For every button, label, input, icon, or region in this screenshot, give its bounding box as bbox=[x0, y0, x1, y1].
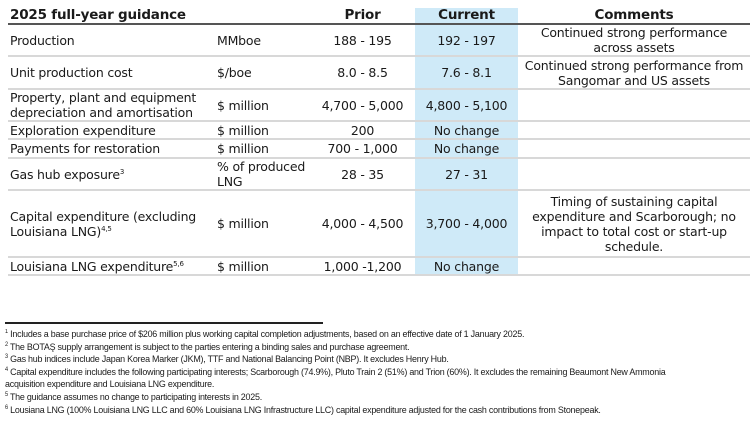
current-header: Current bbox=[415, 8, 518, 25]
row-label: Production bbox=[8, 24, 215, 57]
row-unit: $/boe bbox=[215, 56, 310, 90]
footnote-text: Capital expenditure includes the followi… bbox=[5, 366, 666, 391]
table-row: Gas hub exposure3 % of produced LNG 28 -… bbox=[8, 158, 750, 191]
header-row: 2025 full-year guidance Prior Current Co… bbox=[8, 8, 750, 25]
row-unit: $ million bbox=[215, 89, 310, 122]
comments-header: Comments bbox=[518, 8, 750, 25]
footnote: 3 Gas hub indices include Japan Korea Ma… bbox=[5, 354, 698, 367]
row-prior: 700 - 1,000 bbox=[310, 139, 415, 159]
label-text: Exploration expenditure bbox=[10, 122, 156, 138]
row-label: Payments for restoration bbox=[8, 139, 215, 159]
label-text: Unit production cost bbox=[10, 65, 133, 80]
row-current: 7.6 - 8.1 bbox=[415, 56, 518, 90]
footnote: 4 Capital expenditure includes the follo… bbox=[5, 367, 698, 392]
footnote-text: The BOTAŞ supply arrangement is subject … bbox=[9, 341, 410, 353]
footnote-ref: 5,6 bbox=[173, 259, 184, 268]
row-label: Gas hub exposure3 bbox=[8, 158, 215, 191]
row-unit: % of produced LNG bbox=[215, 158, 310, 191]
footnote-divider bbox=[5, 322, 323, 324]
row-prior: 1,000 -1,200 bbox=[310, 257, 415, 276]
footnote-number: 2 bbox=[5, 341, 8, 348]
label-text: Property, plant and equipment depreciati… bbox=[10, 90, 197, 120]
row-comment: Timing of sustaining capital expenditure… bbox=[518, 190, 750, 258]
row-prior: 4,700 - 5,000 bbox=[310, 89, 415, 122]
row-label: Exploration expenditure bbox=[8, 121, 215, 140]
row-comment bbox=[518, 139, 750, 159]
row-prior: 200 bbox=[310, 121, 415, 140]
row-label: Property, plant and equipment depreciati… bbox=[8, 89, 215, 122]
footnote-text: Gas hub indices include Japan Korea Mark… bbox=[10, 354, 449, 366]
footnote-number: 3 bbox=[5, 354, 8, 361]
footnote-number: 4 bbox=[5, 366, 8, 373]
row-prior: 28 - 35 bbox=[310, 158, 415, 191]
footnotes: 1 Includes a base purchase price of $206… bbox=[5, 329, 698, 417]
footnote: 5 The guidance assumes no change to part… bbox=[5, 392, 698, 405]
row-prior: 8.0 - 8.5 bbox=[310, 56, 415, 90]
table-row: Capital expenditure (excluding Louisiana… bbox=[8, 190, 750, 258]
footnote-text: Includes a base purchase price of $206 m… bbox=[10, 329, 525, 340]
row-current: 4,800 - 5,100 bbox=[415, 89, 518, 122]
footnote-ref: 4,5 bbox=[101, 224, 112, 233]
footnote-number: 1 bbox=[5, 329, 8, 335]
row-label: Capital expenditure (excluding Louisiana… bbox=[8, 190, 215, 258]
row-prior: 188 - 195 bbox=[310, 24, 415, 57]
row-comment: Continued strong performance across asse… bbox=[518, 24, 750, 57]
footnote: 1 Includes a base purchase price of $206… bbox=[5, 329, 698, 342]
prior-header: Prior bbox=[310, 8, 415, 25]
row-unit: $ million bbox=[215, 257, 310, 276]
footnote: 2 The BOTAŞ supply arrangement is subjec… bbox=[5, 342, 698, 355]
row-unit: MMboe bbox=[215, 24, 310, 57]
table-row: Louisiana LNG expenditure5,6 $ million 1… bbox=[8, 257, 750, 276]
unit-header bbox=[215, 8, 310, 25]
row-comment bbox=[518, 158, 750, 191]
row-comment bbox=[518, 89, 750, 122]
footnote-ref: 3 bbox=[119, 167, 125, 176]
row-label: Unit production cost bbox=[8, 56, 215, 90]
label-text: Louisiana LNG expenditure bbox=[10, 258, 174, 274]
row-current: No change bbox=[415, 257, 518, 276]
table-row: Unit production cost $/boe 8.0 - 8.5 7.6… bbox=[8, 56, 750, 90]
footnote-text: The guidance assumes no change to partic… bbox=[9, 391, 262, 403]
row-unit: $ million bbox=[215, 121, 310, 140]
table-row: Property, plant and equipment depreciati… bbox=[8, 89, 750, 122]
row-comment bbox=[518, 257, 750, 276]
row-current: No change bbox=[415, 121, 518, 140]
guidance-table: 2025 full-year guidance Prior Current Co… bbox=[8, 8, 750, 276]
label-text: Gas hub exposure bbox=[10, 166, 120, 182]
footnote-text: Lousiana LNG (100% Louisiana LNG LLC and… bbox=[10, 404, 601, 416]
row-label: Louisiana LNG expenditure5,6 bbox=[8, 257, 215, 276]
row-current: 3,700 - 4,000 bbox=[415, 190, 518, 258]
row-unit: $ million bbox=[215, 190, 310, 258]
table-title: 2025 full-year guidance bbox=[8, 8, 215, 25]
row-current: No change bbox=[415, 139, 518, 159]
row-unit: $ million bbox=[215, 139, 310, 159]
row-comment: Continued strong performance from Sangom… bbox=[518, 56, 750, 90]
row-current: 192 - 197 bbox=[415, 24, 518, 57]
table-row: Production MMboe 188 - 195 192 - 197 Con… bbox=[8, 24, 750, 57]
row-prior: 4,000 - 4,500 bbox=[310, 190, 415, 258]
row-current: 27 - 31 bbox=[415, 158, 518, 191]
label-text: Production bbox=[10, 32, 75, 48]
footnote-number: 5 bbox=[5, 391, 8, 398]
table-row: Payments for restoration $ million 700 -… bbox=[8, 139, 750, 159]
table-row: Exploration expenditure $ million 200 No… bbox=[8, 121, 750, 140]
footnote: 6 Lousiana LNG (100% Louisiana LNG LLC a… bbox=[5, 405, 698, 418]
label-text: Capital expenditure (excluding Louisiana… bbox=[10, 208, 197, 239]
row-comment bbox=[518, 121, 750, 140]
label-text: Payments for restoration bbox=[10, 141, 160, 156]
footnote-number: 6 bbox=[5, 404, 8, 411]
